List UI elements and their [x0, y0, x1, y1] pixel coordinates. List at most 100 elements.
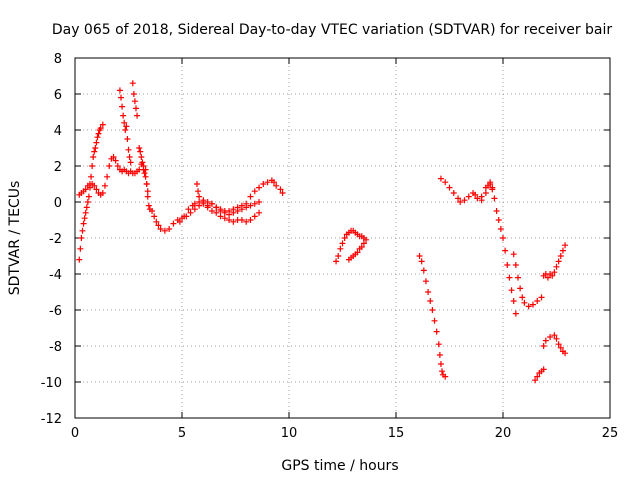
data-point	[200, 197, 207, 204]
data-point	[251, 200, 258, 207]
data-point	[547, 334, 554, 340]
data-point	[77, 245, 84, 252]
data-point	[195, 188, 202, 195]
data-point	[89, 163, 96, 169]
data-point	[553, 335, 560, 342]
data-point	[143, 181, 150, 187]
data-point	[155, 222, 162, 229]
data-point	[247, 202, 254, 209]
data-point	[137, 148, 144, 155]
data-point	[247, 193, 254, 200]
data-point	[99, 190, 106, 196]
x-tick-label: 0	[71, 426, 79, 441]
data-point	[333, 258, 340, 265]
y-tick-label: 4	[54, 124, 62, 139]
data-point	[230, 209, 237, 216]
data-point	[433, 328, 440, 335]
data-point	[418, 258, 425, 265]
data-point	[256, 199, 263, 205]
data-point	[166, 226, 173, 232]
data-point	[277, 186, 284, 193]
data-point	[502, 247, 509, 254]
data-point	[112, 157, 119, 164]
data-point	[478, 197, 485, 204]
data-point	[534, 298, 541, 304]
data-point	[94, 134, 101, 141]
data-point	[191, 200, 198, 207]
data-point	[465, 193, 472, 200]
data-point	[437, 361, 444, 367]
data-point	[104, 173, 111, 180]
data-point	[193, 181, 200, 187]
data-point	[110, 154, 117, 160]
data-point	[196, 193, 203, 200]
data-point	[551, 332, 558, 339]
data-point	[140, 166, 147, 173]
data-point	[243, 204, 250, 211]
data-point	[416, 253, 423, 259]
data-point	[88, 173, 95, 180]
data-points	[76, 80, 569, 384]
data-point	[497, 226, 504, 232]
data-point	[358, 244, 365, 250]
data-point	[185, 206, 192, 213]
data-point	[512, 310, 519, 317]
data-point	[450, 190, 457, 196]
data-point	[559, 247, 566, 254]
data-point	[213, 209, 220, 216]
data-point	[504, 262, 511, 268]
data-point	[196, 199, 203, 205]
data-point	[538, 294, 545, 301]
data-point	[226, 217, 233, 223]
data-point	[129, 80, 136, 87]
data-point	[217, 208, 224, 214]
data-point	[126, 154, 133, 160]
data-point	[80, 220, 87, 227]
data-point	[234, 208, 241, 214]
data-point	[562, 242, 569, 249]
data-point	[517, 285, 524, 292]
data-point	[256, 209, 263, 216]
data-point	[91, 182, 98, 189]
data-point	[149, 208, 156, 214]
data-point	[114, 163, 121, 169]
data-point	[506, 274, 513, 281]
data-point	[553, 263, 560, 270]
data-point	[131, 98, 138, 105]
chart-title: Day 065 of 2018, Sidereal Day-to-day VTE…	[52, 22, 613, 38]
data-point	[93, 186, 100, 193]
data-point	[529, 301, 536, 308]
data-point	[161, 227, 168, 234]
data-point	[273, 182, 280, 189]
data-point	[145, 202, 152, 209]
data-point	[508, 287, 515, 294]
data-point	[532, 377, 539, 384]
data-point	[442, 373, 449, 380]
y-tick-label: -4	[49, 268, 62, 283]
y-tick-label: -8	[49, 340, 62, 355]
data-point	[217, 213, 224, 220]
data-point	[457, 199, 464, 205]
data-point	[521, 299, 528, 306]
data-point	[335, 253, 342, 259]
data-point	[247, 217, 254, 223]
data-point	[251, 188, 258, 195]
data-point	[130, 91, 137, 97]
data-point	[341, 235, 348, 241]
data-point	[157, 226, 164, 232]
data-point	[125, 146, 132, 153]
y-tick-label: 0	[54, 196, 62, 211]
data-point	[487, 179, 494, 186]
data-point	[142, 173, 149, 180]
data-point	[176, 218, 183, 225]
data-point	[139, 159, 146, 166]
data-point	[534, 373, 541, 380]
data-point	[153, 218, 160, 225]
x-axis-label: GPS time / hours	[281, 458, 398, 474]
data-point	[82, 209, 89, 216]
data-point	[97, 125, 104, 132]
data-point	[472, 191, 479, 198]
data-point	[119, 103, 126, 110]
data-point	[542, 337, 549, 344]
